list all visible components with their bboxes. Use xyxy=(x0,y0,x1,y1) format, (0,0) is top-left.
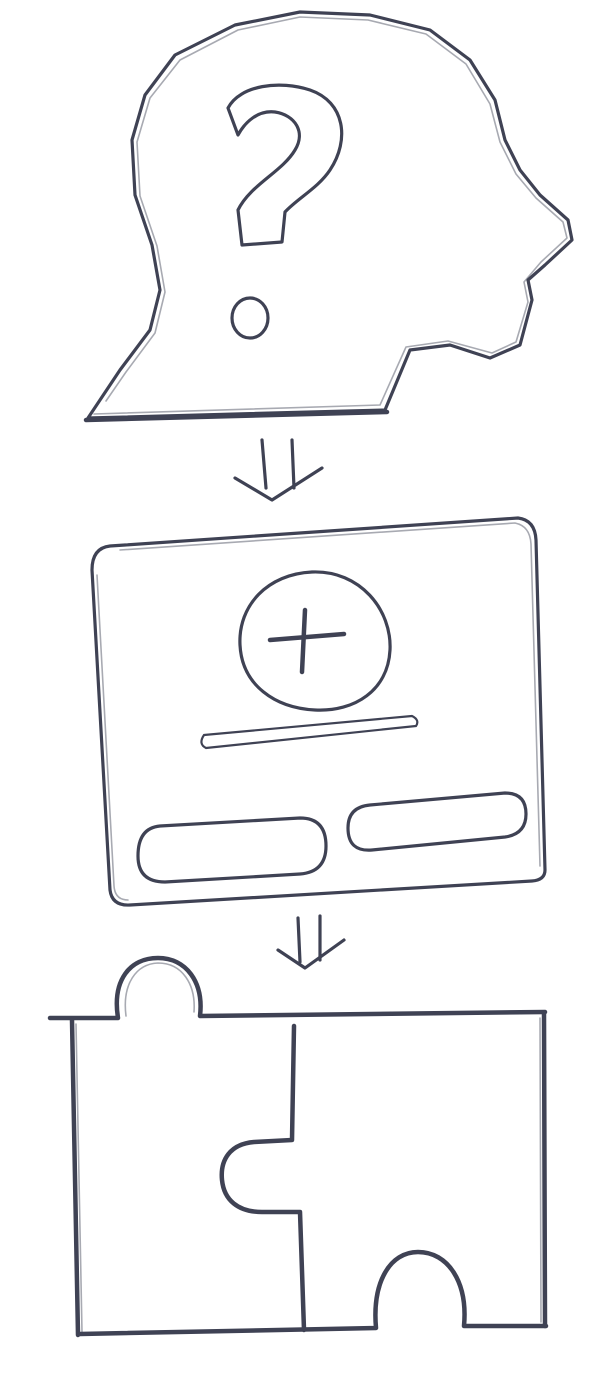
text-placeholder xyxy=(200,714,419,750)
question-head-icon xyxy=(83,10,574,423)
head-base xyxy=(83,409,390,423)
plus-dialog-icon xyxy=(90,516,547,907)
plus-vertical xyxy=(299,607,308,675)
head-outline-sketch xyxy=(93,16,568,415)
question-mark-hook xyxy=(226,83,344,247)
double-arrow-down-icon xyxy=(233,438,324,502)
puzzle-icon xyxy=(47,955,549,1338)
puzzle-top-edge xyxy=(47,955,548,1021)
puzzle-right-edge xyxy=(541,1011,548,1329)
puzzle-left-edge xyxy=(69,1017,81,1338)
puzzle-sketch xyxy=(75,962,542,1333)
dialog-card-sketch xyxy=(96,522,541,901)
puzzle-divider xyxy=(219,1023,307,1333)
head-outline xyxy=(86,10,574,420)
dialog-card xyxy=(90,516,547,907)
left-button-pill xyxy=(136,816,328,884)
question-mark-dot xyxy=(230,296,270,340)
puzzle-bottom-edge xyxy=(77,1249,549,1337)
right-button-pill xyxy=(346,791,528,852)
plus-circle xyxy=(238,570,392,712)
plus-horizontal xyxy=(267,631,347,643)
double-arrow-down-icon xyxy=(276,914,346,970)
